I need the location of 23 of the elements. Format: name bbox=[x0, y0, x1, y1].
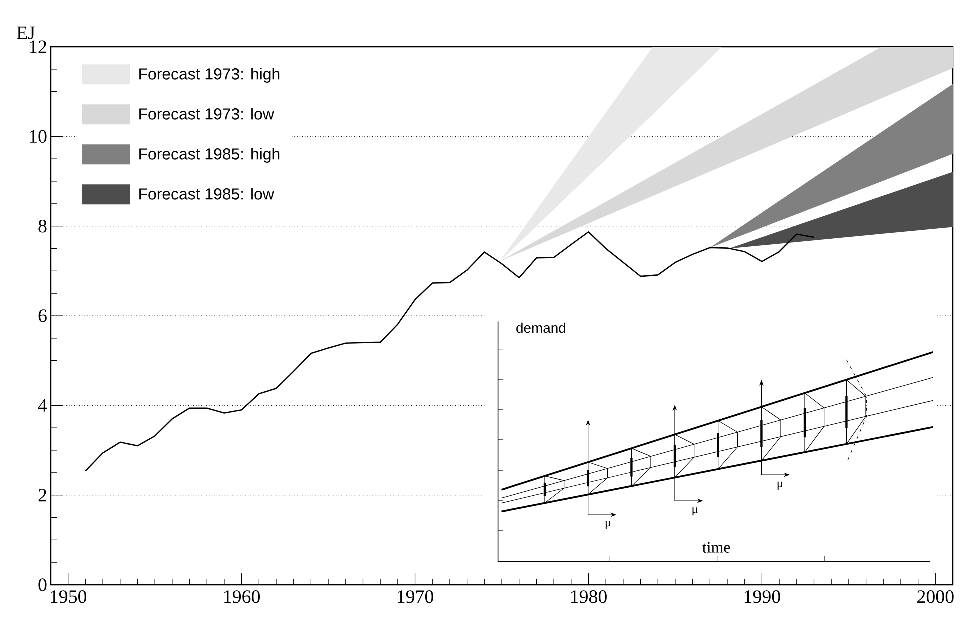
y-tick-label: 4 bbox=[38, 399, 48, 412]
y-tick-label: 12 bbox=[30, 40, 46, 54]
y-tick-label: 6 bbox=[38, 310, 47, 322]
annotation: μ bbox=[692, 508, 698, 516]
legend-label: Forecast 1973: high bbox=[140, 68, 280, 83]
x-tick-label: 1970 bbox=[398, 590, 434, 604]
y-tick-label: 2 bbox=[38, 489, 46, 502]
legend-label: Forecast 1985: high bbox=[140, 148, 280, 163]
text: time bbox=[702, 542, 730, 553]
text: demand bbox=[516, 322, 566, 334]
annotation: μ bbox=[778, 482, 783, 490]
x-tick-label: 2000 bbox=[918, 590, 954, 604]
x-tick-label: 1960 bbox=[224, 590, 260, 604]
x-tick-label: 1990 bbox=[744, 590, 780, 604]
y-axis-title: EJ bbox=[17, 26, 36, 40]
y-tick-label: 0 bbox=[38, 578, 47, 592]
x-tick-label: 1980 bbox=[571, 590, 607, 604]
y-tick-label: 8 bbox=[38, 220, 47, 233]
legend-label: Forecast 1985: low bbox=[140, 188, 274, 200]
annotation: μ bbox=[606, 521, 611, 530]
y-tick-label: 10 bbox=[30, 130, 47, 144]
legend-label: Forecast 1973: low bbox=[140, 108, 274, 120]
x-tick-label: 1950 bbox=[51, 590, 87, 604]
